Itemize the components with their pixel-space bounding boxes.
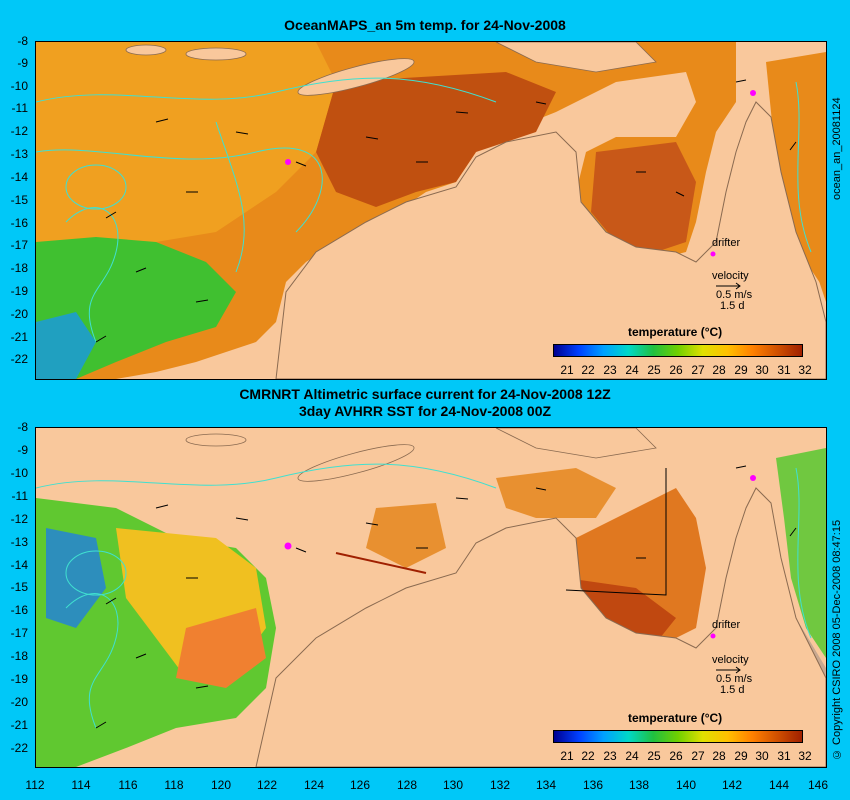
bottom-map-canvas xyxy=(36,428,826,767)
velocity-scale-time: 1.5 d xyxy=(720,684,745,696)
sst-gulf-patches xyxy=(366,503,446,568)
ocean-cool-teal xyxy=(36,312,96,379)
sst-orange-patch xyxy=(176,608,266,688)
ocean-hot-gulf xyxy=(316,72,556,207)
top-panel-side-label: ocean_an_20081124 xyxy=(831,97,843,200)
velocity-scale-speed: 0.5 m/s xyxy=(716,289,753,301)
new-guinea-coast xyxy=(495,42,657,73)
bathymetry-contours-top xyxy=(36,77,812,343)
drifter-marker xyxy=(284,542,292,550)
island-small-1 xyxy=(185,433,247,447)
drifter-legend-marker xyxy=(710,633,716,639)
velocity-arrows-top xyxy=(95,79,797,343)
temperature-colorbar xyxy=(553,344,803,357)
drifter-label: drifter xyxy=(712,619,741,631)
sst-blue-west xyxy=(46,528,106,628)
australia-land-top xyxy=(275,101,826,379)
velocity-scale-time: 1.5 d xyxy=(720,300,745,312)
ocean-hot-carpentaria xyxy=(591,142,696,252)
velocity-arrows-bottom xyxy=(95,465,797,729)
velocity-label: velocity xyxy=(712,654,749,666)
timor-island xyxy=(297,58,415,96)
legend-title: temperature (°C) xyxy=(628,711,723,725)
sst-north-patches xyxy=(496,468,616,518)
ocean-east-coral xyxy=(766,52,826,292)
bottom-map-panel: drifter velocity 0.5 m/s 1.5 d temperatu… xyxy=(35,427,827,768)
drifter-marker xyxy=(750,90,756,96)
drifter-track xyxy=(335,552,427,574)
velocity-scale-arrow xyxy=(716,666,741,674)
legend-title: temperature (°C) xyxy=(628,325,723,339)
velocity-scale-arrow xyxy=(716,282,741,290)
bottom-panel-title-line1: CMRNRT Altimetric surface current for 24… xyxy=(239,386,611,402)
bottom-panel-side-label: © Copyright CSIRO 2008 05-Dec-2008 08:47… xyxy=(831,519,843,760)
satellite-track xyxy=(565,468,667,596)
top-map-panel: drifter velocity 0.5 m/s 1.5 d temperatu… xyxy=(35,41,827,380)
new-guinea-coast xyxy=(495,428,657,459)
temperature-colorbar xyxy=(553,730,803,743)
sst-east xyxy=(776,448,826,658)
island-small-1 xyxy=(185,47,247,61)
sst-carpentaria-dark xyxy=(566,578,676,643)
australia-land-bottom xyxy=(255,487,826,767)
velocity-scale-speed: 0.5 m/s xyxy=(716,673,753,685)
velocity-label: velocity xyxy=(712,270,749,282)
island-small-2 xyxy=(125,44,167,56)
bottom-panel-title-line2: 3day AVHRR SST for 24-Nov-2008 00Z xyxy=(298,403,552,419)
drifter-label: drifter xyxy=(712,237,741,249)
timor-island xyxy=(297,444,415,482)
top-map-canvas xyxy=(36,42,826,379)
drifter-legend-marker xyxy=(710,251,716,257)
drifter-marker xyxy=(750,475,756,481)
drifter-marker xyxy=(285,159,291,165)
bathymetry-contours-bottom xyxy=(36,463,812,729)
top-panel-title: OceanMAPS_an 5m temp. for 24-Nov-2008 xyxy=(284,17,566,33)
